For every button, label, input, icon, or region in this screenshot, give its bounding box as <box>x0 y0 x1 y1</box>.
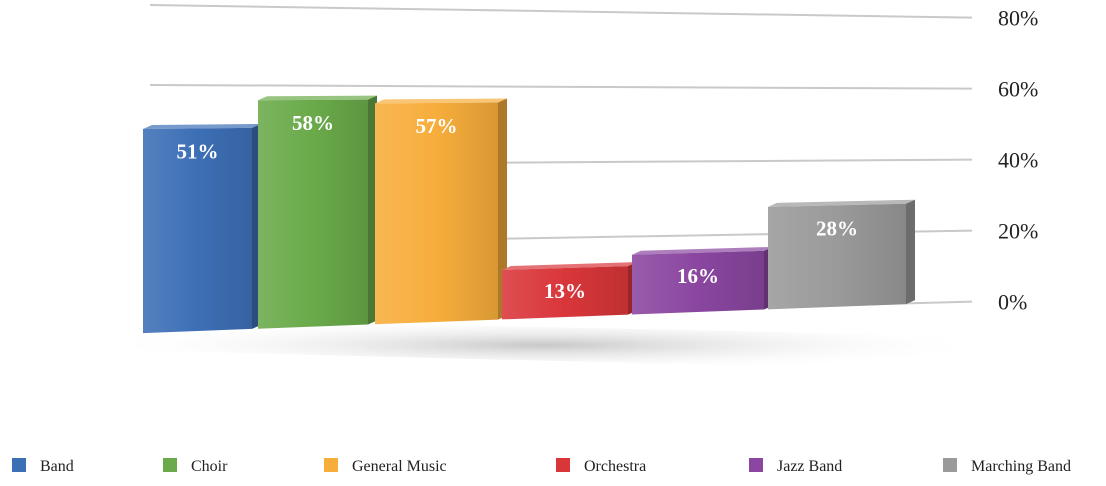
y-tick-label-20: 20% <box>998 219 1038 244</box>
y-axis-tick-labels: 0% 20% 40% 60% 80% <box>998 6 1038 315</box>
data-label-choir: 58% <box>292 111 334 135</box>
data-label-band: 51% <box>177 139 219 163</box>
bar-band-top <box>143 123 261 130</box>
data-label-orchestra: 13% <box>544 279 586 303</box>
bar-general-music-top <box>375 98 507 104</box>
chart-floor-shadow <box>95 318 990 372</box>
bar-jazz-band-top <box>632 246 773 255</box>
bar-general-music <box>375 102 498 325</box>
legend-item-band: Band <box>12 458 74 475</box>
bar-orchestra-top <box>502 262 637 270</box>
legend-swatch-marching-band <box>943 458 957 472</box>
legend-label-choir: Choir <box>191 458 228 475</box>
legend-swatch-jazz-band <box>749 458 763 472</box>
bar-choir-top <box>258 95 377 101</box>
legend-item-marching-band: Marching Band <box>943 458 1071 475</box>
bar-marching-band-side <box>906 199 915 305</box>
y-tick-label-40: 40% <box>998 148 1038 173</box>
legend-swatch-choir <box>163 458 177 472</box>
bar-choir <box>258 99 368 329</box>
legend-swatch-band <box>12 458 26 472</box>
bar-orchestra <box>502 266 628 320</box>
legend-item-choir: Choir <box>163 458 228 475</box>
legend-label-jazz-band: Jazz Band <box>777 458 842 475</box>
legend-item-general-music: General Music <box>324 458 447 475</box>
bar-jazz-band <box>632 250 764 315</box>
legend-label-general-music: General Music <box>352 458 447 475</box>
legend-item-jazz-band: Jazz Band <box>749 458 842 475</box>
data-label-jazz-band: 16% <box>677 264 719 288</box>
bar-band <box>143 127 252 334</box>
bar-choir-side <box>368 95 377 325</box>
bar-general-music-side <box>498 98 507 320</box>
legend-label-marching-band: Marching Band <box>971 458 1071 475</box>
legend-swatch-general-music <box>324 458 338 472</box>
legend-label-orchestra: Orchestra <box>584 458 646 475</box>
bar-marching-band <box>768 203 906 310</box>
gridline-60 <box>149 83 973 90</box>
y-tick-label-0: 0% <box>998 290 1027 315</box>
bar-marching-band-top <box>768 199 915 207</box>
legend-label-band: Band <box>40 458 74 475</box>
gridline-80 <box>149 4 973 19</box>
legend: Band Choir General Music Orchestra Jazz Band… <box>12 458 1071 475</box>
legend-swatch-orchestra <box>556 458 570 472</box>
data-label-general-music: 57% <box>416 114 458 138</box>
chart-floor <box>95 318 990 372</box>
data-label-marching-band: 28% <box>816 216 858 240</box>
y-tick-label-60: 60% <box>998 77 1038 102</box>
data-labels: 51% 58% 57% 13% 16% 28% <box>177 111 859 303</box>
y-tick-label-80: 80% <box>998 6 1038 31</box>
legend-item-orchestra: Orchestra <box>556 458 646 475</box>
bars <box>143 95 915 334</box>
